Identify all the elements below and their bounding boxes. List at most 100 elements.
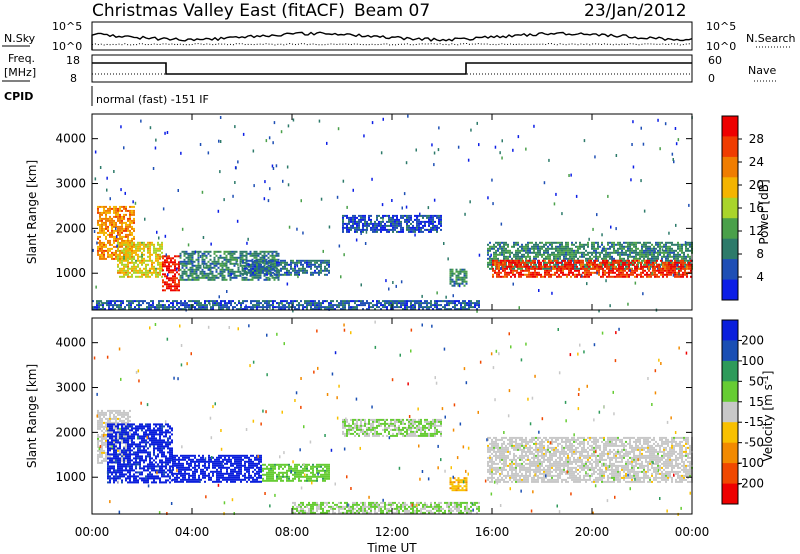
data-cell [107, 467, 109, 470]
data-cell [111, 225, 113, 228]
data-cell [187, 256, 190, 259]
data-cell [124, 308, 126, 311]
data-cell [610, 269, 612, 272]
data-cell [372, 230, 374, 233]
data-cell [392, 224, 394, 227]
data-cell [213, 262, 216, 265]
data-cell [548, 265, 550, 268]
data-cell [111, 465, 113, 468]
data-cell [550, 273, 552, 276]
data-cell [667, 251, 669, 254]
data-cell [126, 300, 128, 303]
data-cell [121, 243, 123, 246]
data-cell [620, 265, 622, 268]
data-cell [160, 306, 162, 309]
data-cell [191, 258, 194, 261]
data-cell [135, 247, 137, 250]
data-cell [577, 247, 579, 250]
data-cell [472, 306, 474, 309]
data-cell [123, 247, 125, 250]
data-cell [647, 253, 649, 256]
data-cell [178, 308, 180, 311]
data-cell [308, 304, 310, 307]
data-cell [125, 411, 127, 414]
data-cell [623, 241, 625, 244]
data-cell [668, 263, 670, 266]
data-cell [529, 249, 531, 252]
data-cell [121, 235, 123, 238]
data-cell [598, 263, 600, 266]
data-cell [105, 451, 107, 454]
data-cell [117, 437, 119, 440]
data-cell [256, 302, 258, 305]
data-cell [157, 259, 159, 262]
data-cell [310, 300, 312, 303]
data-cell [400, 226, 402, 229]
nave-tick-top: 60 [708, 54, 722, 67]
data-cell [206, 300, 208, 303]
data-cell [330, 300, 332, 303]
data-cell [99, 419, 101, 422]
data-cell [284, 304, 286, 307]
data-cell [113, 257, 115, 260]
data-cell [527, 245, 529, 248]
data-cell [526, 269, 528, 272]
data-cell [582, 263, 584, 266]
data-cell [239, 270, 242, 273]
data-cell [523, 247, 525, 250]
data-cell [166, 306, 168, 309]
data-cell [543, 245, 545, 248]
data-cell [678, 265, 680, 268]
data-cell [252, 306, 254, 309]
data-cell [356, 304, 358, 307]
data-cell [412, 228, 414, 231]
data-cell [105, 213, 107, 216]
data-cell [105, 221, 107, 224]
data-cell [546, 273, 548, 276]
data-cell [258, 265, 260, 268]
data-cell [94, 306, 96, 309]
data-cell [300, 259, 302, 262]
data-cell [628, 263, 630, 266]
data-cell [267, 272, 270, 275]
data-cell [533, 243, 535, 246]
data-cell [607, 253, 609, 256]
data-cell [608, 261, 610, 264]
data-cell [119, 267, 121, 270]
data-cell [152, 304, 154, 307]
data-cell [493, 255, 495, 258]
data-cell [250, 267, 252, 270]
data-cell [308, 302, 310, 305]
data-cell [98, 302, 100, 305]
data-cell [574, 275, 576, 278]
data-cell [547, 251, 549, 254]
data-cell [101, 413, 103, 416]
data-cell [111, 233, 113, 236]
data-cell [213, 260, 216, 263]
data-cell [133, 257, 135, 260]
data-cell [197, 254, 200, 257]
data-cell [164, 273, 166, 276]
data-cell [673, 257, 675, 260]
data-cell [174, 289, 176, 292]
data-cell [97, 441, 99, 444]
noise-cell [381, 203, 384, 207]
data-cell [424, 306, 426, 309]
data-cell [348, 230, 350, 233]
data-cell [449, 276, 452, 279]
data-cell [521, 247, 523, 250]
data-cell [103, 257, 105, 260]
data-cell [210, 300, 212, 303]
data-cell [101, 447, 103, 450]
noise-cell [342, 179, 345, 183]
data-cell [204, 300, 206, 303]
data-cell [352, 222, 354, 225]
data-cell [308, 259, 310, 262]
data-cell [103, 437, 105, 440]
data-cell [665, 247, 667, 250]
data-cell [418, 218, 420, 221]
data-cell [665, 241, 667, 244]
data-cell [507, 249, 509, 252]
data-cell [408, 306, 410, 309]
data-cell [123, 241, 125, 244]
